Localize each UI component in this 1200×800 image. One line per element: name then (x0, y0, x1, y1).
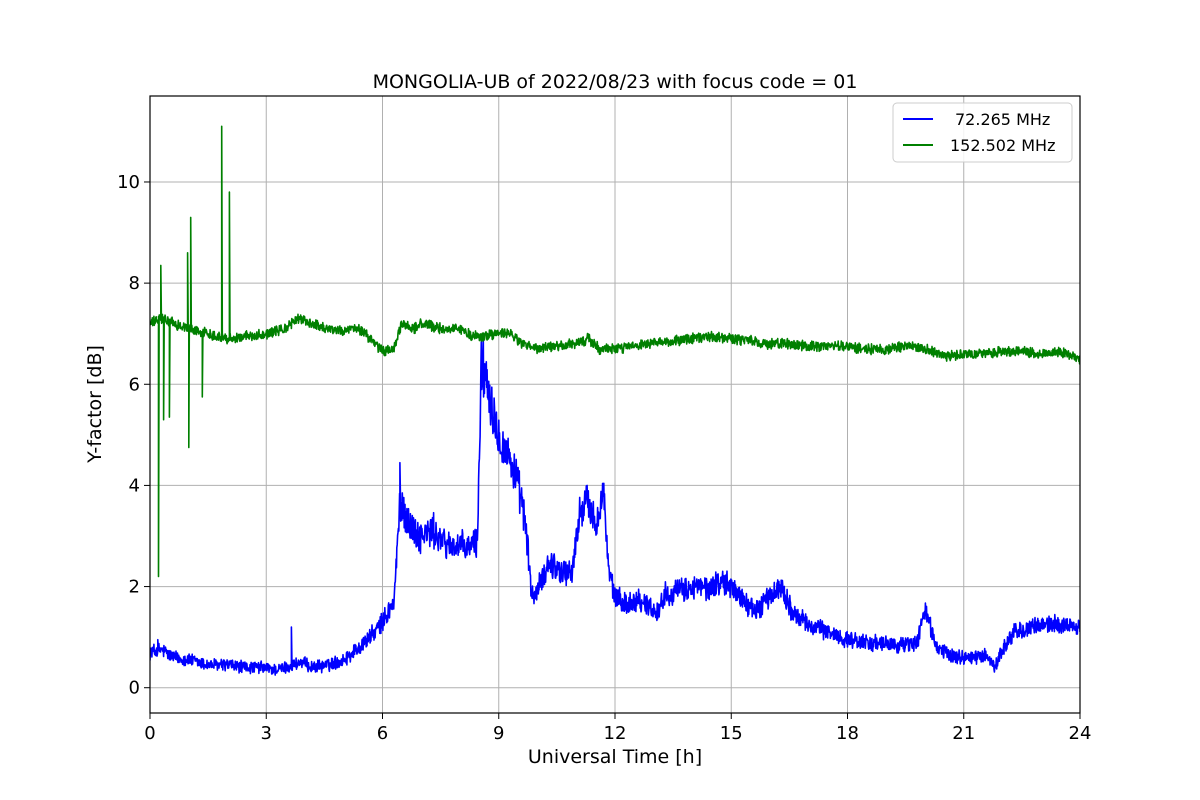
x-tick-label: 21 (952, 723, 975, 744)
y-axis-label: Y-factor [dB] (84, 345, 106, 464)
y-tick-label: 2 (129, 577, 140, 598)
x-tick-label: 18 (836, 723, 859, 744)
y-tick-label: 0 (129, 678, 140, 699)
series-line-152mhz (150, 125, 1080, 578)
legend: 72.265 MHz 152.502 MHz (892, 102, 1073, 163)
x-tick-label: 9 (493, 723, 504, 744)
y-tick-label: 4 (129, 475, 140, 496)
x-axis-label: Universal Time [h] (528, 746, 702, 768)
x-axis-ticks: 0 3 6 9 12 15 18 21 24 (144, 713, 1091, 744)
series-group (150, 125, 1080, 676)
series-line-72mhz (150, 335, 1080, 676)
legend-label-152mhz: 152.502 MHz (950, 136, 1055, 155)
x-tick-label: 15 (720, 723, 743, 744)
x-tick-label: 12 (604, 723, 627, 744)
y-tick-label: 10 (117, 172, 140, 193)
x-tick-label: 0 (144, 723, 155, 744)
legend-box (892, 102, 1073, 163)
legend-label-72mhz: 72.265 MHz (955, 110, 1050, 129)
y-tick-label: 8 (129, 273, 140, 294)
chart-title: MONGOLIA-UB of 2022/08/23 with focus cod… (373, 71, 858, 93)
y-axis-ticks: 0 2 4 6 8 10 (117, 172, 150, 699)
x-tick-label: 6 (377, 723, 388, 744)
x-tick-label: 3 (261, 723, 272, 744)
y-tick-label: 6 (129, 374, 140, 395)
plot-area (150, 125, 1080, 676)
x-tick-label: 24 (1069, 723, 1092, 744)
